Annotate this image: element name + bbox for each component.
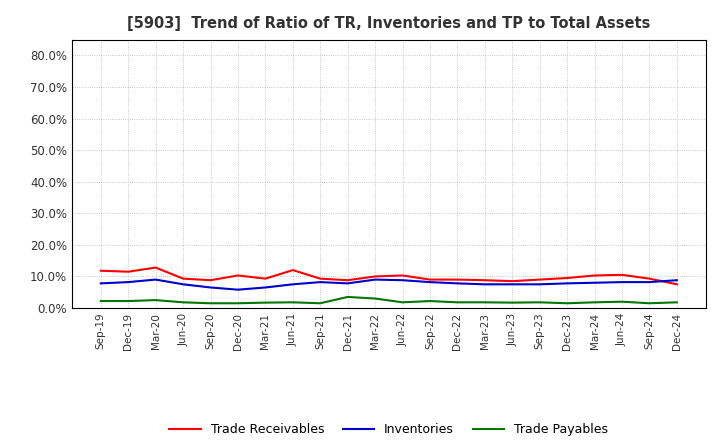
Trade Payables <box>233 301 242 306</box>
Inventories <box>233 287 242 292</box>
Trade Receivables <box>343 278 352 283</box>
Inventories <box>343 281 352 286</box>
Inventories <box>672 278 681 283</box>
Inventories <box>398 278 407 283</box>
Inventories <box>96 281 105 286</box>
Trade Payables <box>316 301 325 306</box>
Trade Receivables <box>590 273 599 278</box>
Inventories <box>426 279 434 285</box>
Trade Payables <box>206 301 215 306</box>
Trade Receivables <box>563 275 572 281</box>
Trade Receivables <box>453 277 462 282</box>
Trade Receivables <box>233 273 242 278</box>
Trade Receivables <box>151 265 160 270</box>
Trade Receivables <box>261 276 270 281</box>
Trade Payables <box>618 299 626 304</box>
Trade Payables <box>179 300 187 305</box>
Inventories <box>645 279 654 285</box>
Legend: Trade Receivables, Inventories, Trade Payables: Trade Receivables, Inventories, Trade Pa… <box>164 418 613 440</box>
Inventories <box>316 279 325 285</box>
Trade Receivables <box>96 268 105 273</box>
Line: Trade Payables: Trade Payables <box>101 297 677 303</box>
Trade Receivables <box>179 276 187 281</box>
Trade Receivables <box>316 276 325 281</box>
Inventories <box>261 285 270 290</box>
Trade Payables <box>590 300 599 305</box>
Trade Payables <box>672 300 681 305</box>
Trade Receivables <box>672 282 681 287</box>
Trade Payables <box>453 300 462 305</box>
Trade Receivables <box>426 277 434 282</box>
Inventories <box>590 280 599 286</box>
Inventories <box>124 279 132 285</box>
Inventories <box>179 282 187 287</box>
Trade Payables <box>645 301 654 306</box>
Trade Receivables <box>398 273 407 278</box>
Inventories <box>453 281 462 286</box>
Inventories <box>206 285 215 290</box>
Trade Receivables <box>618 272 626 278</box>
Trade Payables <box>343 294 352 300</box>
Trade Receivables <box>480 278 489 283</box>
Inventories <box>618 279 626 285</box>
Inventories <box>289 282 297 287</box>
Trade Payables <box>371 296 379 301</box>
Trade Payables <box>426 298 434 304</box>
Trade Payables <box>398 300 407 305</box>
Trade Payables <box>563 301 572 306</box>
Inventories <box>151 277 160 282</box>
Inventories <box>480 282 489 287</box>
Trade Payables <box>536 300 544 305</box>
Line: Inventories: Inventories <box>101 279 677 290</box>
Trade Payables <box>480 300 489 305</box>
Trade Receivables <box>371 274 379 279</box>
Trade Payables <box>124 298 132 304</box>
Trade Receivables <box>124 269 132 274</box>
Trade Payables <box>261 300 270 305</box>
Inventories <box>371 277 379 282</box>
Trade Receivables <box>508 279 516 284</box>
Inventories <box>536 282 544 287</box>
Inventories <box>563 281 572 286</box>
Trade Payables <box>508 300 516 305</box>
Trade Receivables <box>536 277 544 282</box>
Trade Receivables <box>645 276 654 281</box>
Trade Payables <box>96 298 105 304</box>
Title: [5903]  Trend of Ratio of TR, Inventories and TP to Total Assets: [5903] Trend of Ratio of TR, Inventories… <box>127 16 650 32</box>
Trade Receivables <box>206 278 215 283</box>
Trade Receivables <box>289 268 297 273</box>
Line: Trade Receivables: Trade Receivables <box>101 268 677 284</box>
Trade Payables <box>289 300 297 305</box>
Inventories <box>508 282 516 287</box>
Trade Payables <box>151 297 160 303</box>
